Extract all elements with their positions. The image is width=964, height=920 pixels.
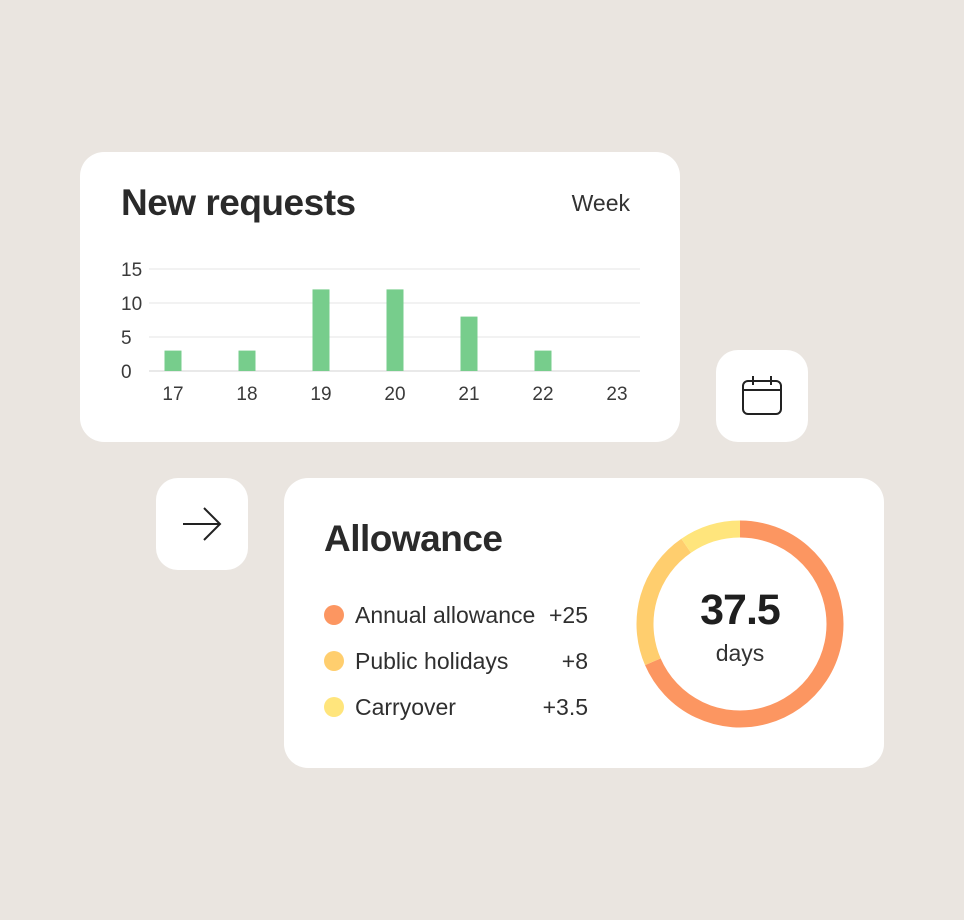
y-tick-label: 15 [121,260,142,281]
legend-dot [324,605,344,625]
requests-bar-chart: 0 5 10 15 17 18 19 20 21 22 23 [121,260,640,405]
calendar-icon [742,376,782,415]
legend-label: Annual allowance [355,601,536,628]
bar-17 [164,350,182,371]
bar-18 [238,350,256,371]
arrow-right-icon [183,507,222,541]
calendar-button[interactable] [716,350,808,442]
x-tick-label: 23 [606,384,627,405]
bar-21 [460,316,478,371]
donut-segment-0 [645,520,844,728]
x-tick-label: 20 [384,384,405,405]
allowance-donut-chart [636,520,844,728]
x-tick-label: 17 [162,384,183,405]
total-days-value: 37.5 [700,586,781,634]
legend-label: Public holidays [355,647,509,674]
new-requests-card: 0 5 10 15 17 18 19 20 21 22 23 New requests Week [80,152,680,442]
legend-value: +3.5 [542,693,588,720]
y-tick-label: 0 [121,362,132,383]
new-requests-title: New requests [121,182,356,223]
donut-segment-2 [681,520,741,553]
y-tick-label: 10 [121,294,142,315]
x-tick-label: 21 [458,384,479,405]
bar-20 [386,289,404,371]
bar-19 [312,289,330,371]
x-tick-label: 18 [236,384,257,405]
period-selector[interactable]: Week [571,190,630,216]
allowance-title: Allowance [324,518,503,559]
legend-item-public-holidays: Public holidays +8 [324,646,588,676]
bar-22 [534,350,552,371]
donut-segment-1 [636,538,692,666]
legend-value: +25 [548,601,588,628]
legend-dot [324,651,344,671]
next-arrow-button[interactable] [156,478,248,570]
legend-item-carryover: Carryover +3.5 [324,692,588,722]
x-tick-label: 22 [532,384,553,405]
legend-dot [324,697,344,717]
allowance-card: Allowance Annual allowance +25 Public ho… [284,478,884,768]
legend-value: +8 [561,647,588,674]
total-days-unit: days [715,640,765,666]
legend-label: Carryover [355,693,456,720]
y-tick-label: 5 [121,328,132,349]
legend-item-annual-allowance: Annual allowance +25 [324,600,588,630]
x-tick-label: 19 [310,384,331,405]
